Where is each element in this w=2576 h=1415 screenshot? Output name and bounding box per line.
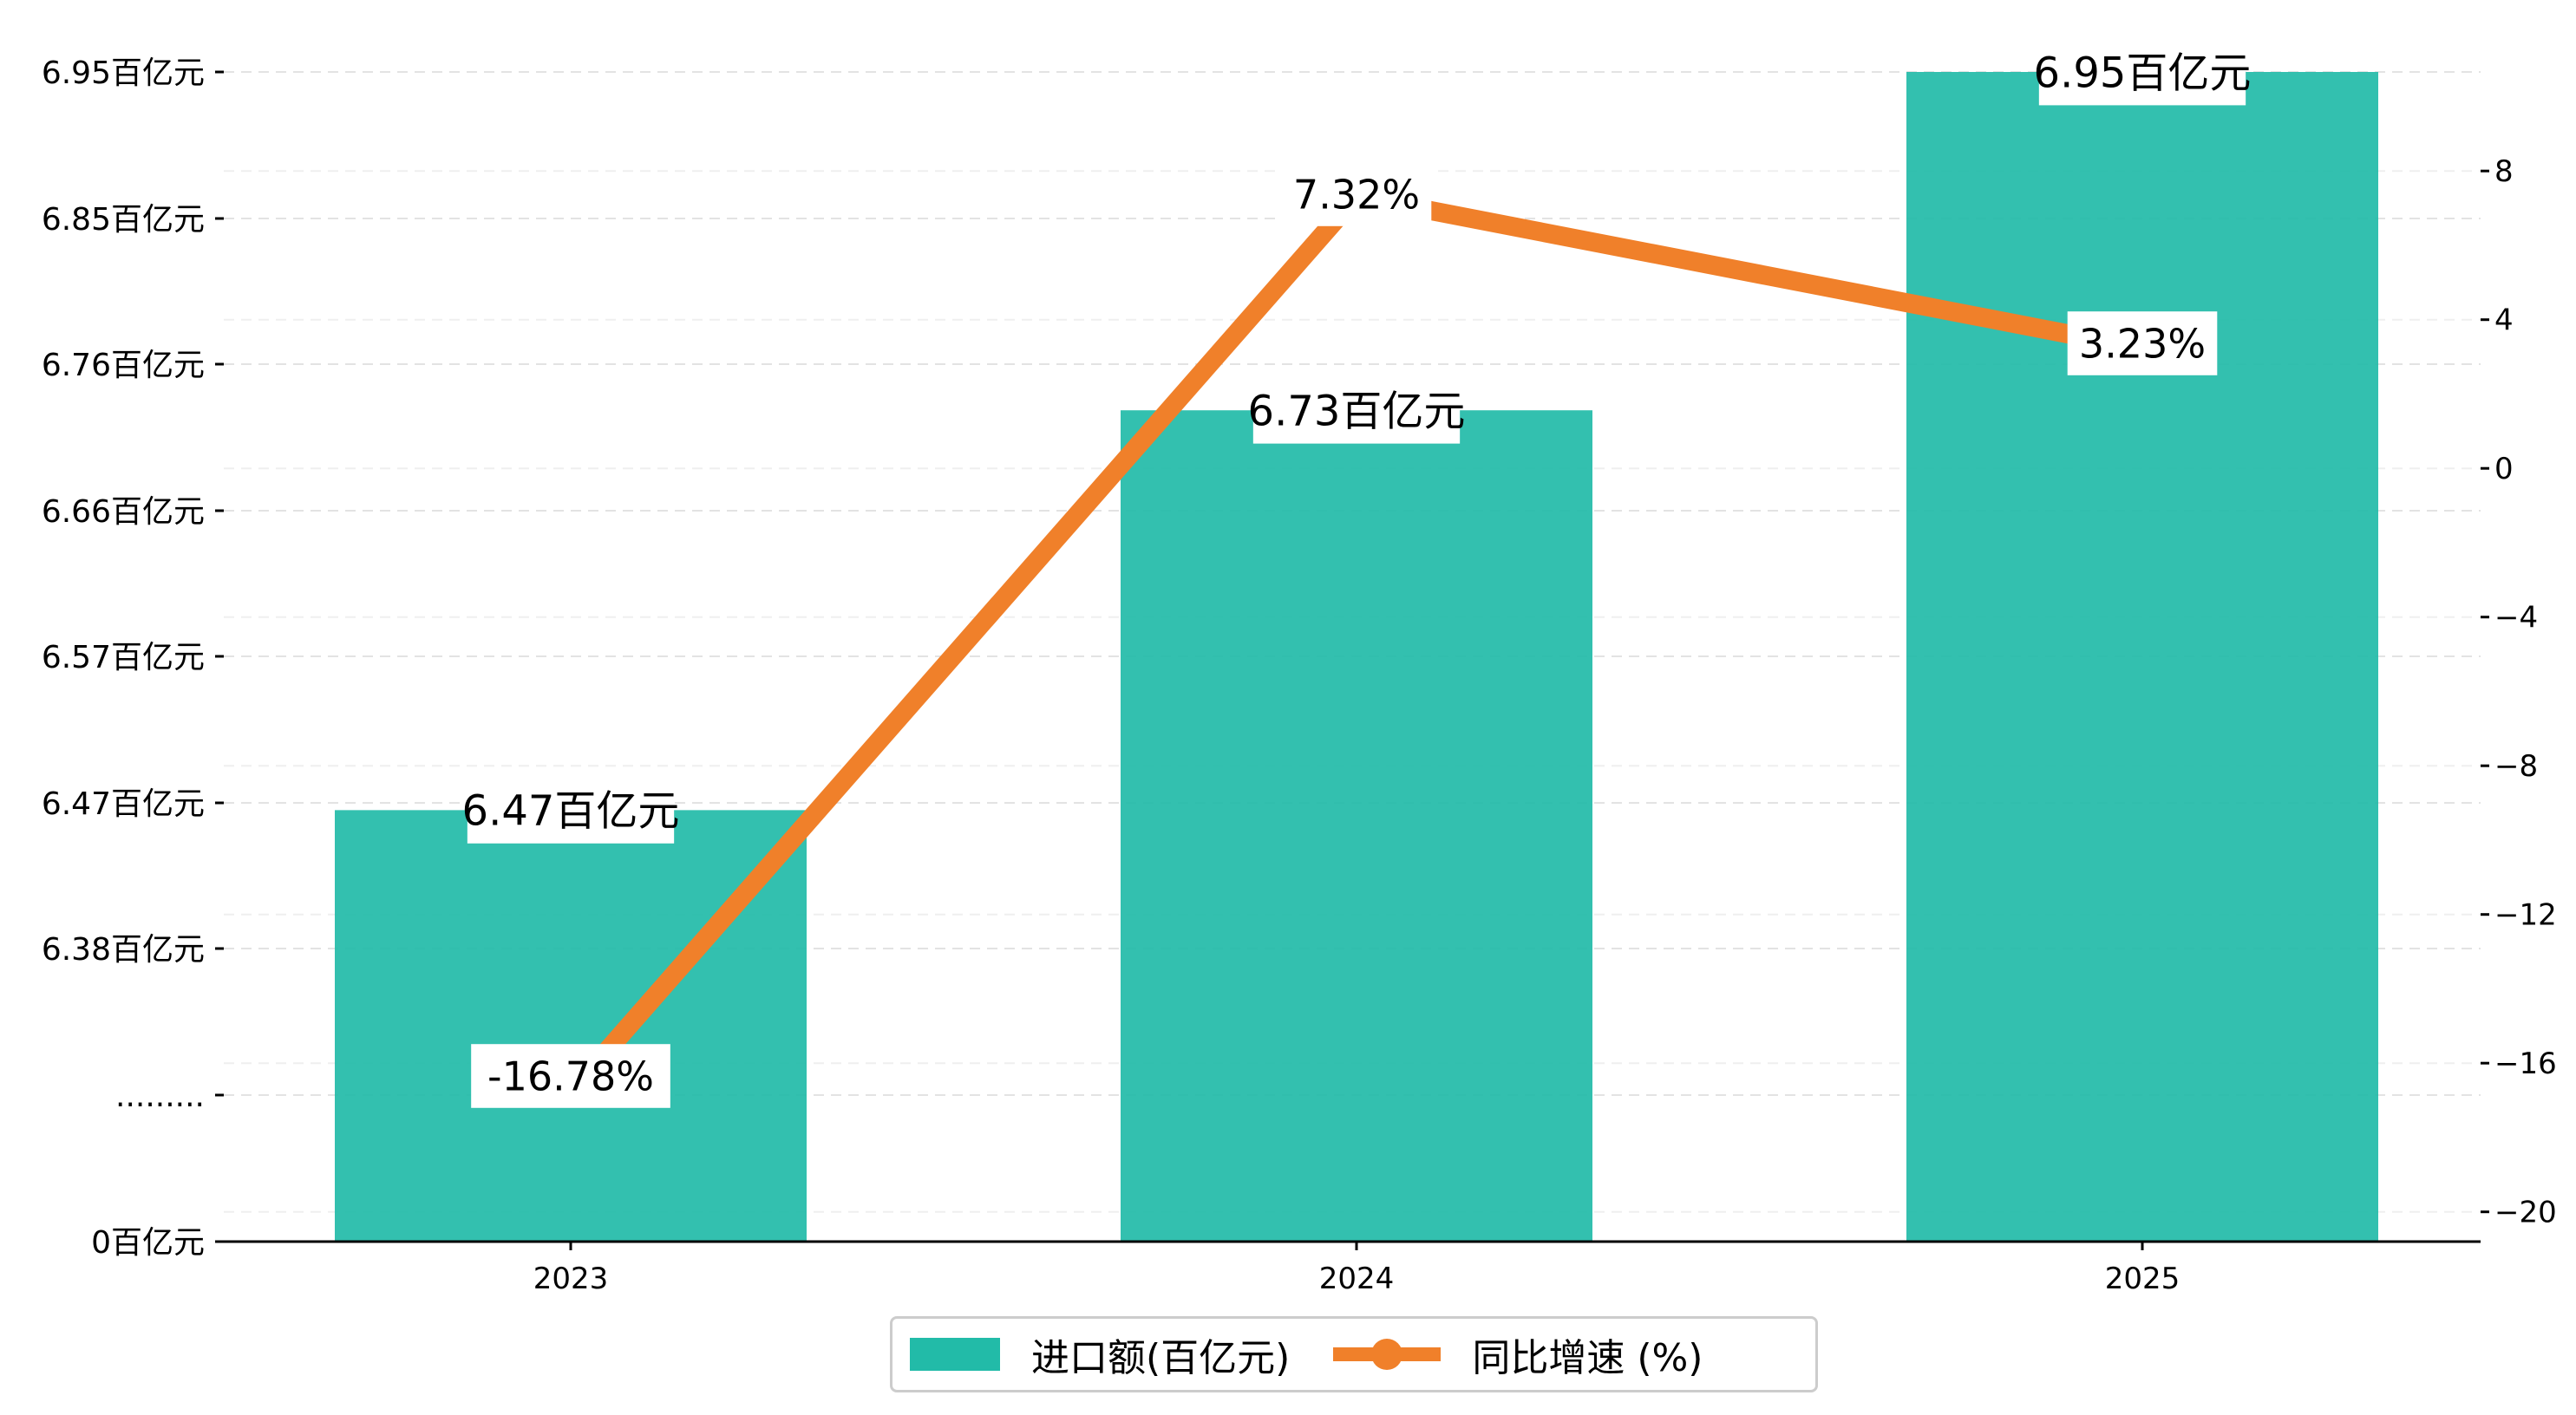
y-right-tick-label: −20 [2494, 1196, 2557, 1230]
bar-2023 [335, 810, 807, 1242]
y-right-tick-label: −16 [2494, 1047, 2557, 1081]
bar-label-2023-box [467, 776, 675, 844]
bar-label-2025: 6.95百亿元 [2034, 38, 2252, 106]
x-tick-label: 2023 [533, 1262, 609, 1296]
legend-label-bar: 进口额(百亿元) [1031, 1336, 1291, 1380]
y-left-tick-label: 6.85百亿元 [42, 202, 205, 238]
bar-2025 [1906, 72, 2378, 1242]
data-labels: 6.47百亿元 6.73百亿元 6.95百亿元 -16.78% 7.32% 3.23% [462, 38, 2252, 1108]
y-left-tick-label: 6.47百亿元 [42, 786, 205, 822]
bar-label-2023-text: 6.47百亿元 [462, 787, 680, 836]
y-right-tick-label: −12 [2494, 898, 2557, 933]
x-tick-label: 2025 [2105, 1262, 2180, 1296]
growth-label-2024: 7.32% [1281, 162, 1432, 226]
growth-label-2023: -16.78% [471, 1044, 670, 1108]
y-right-tick-label: −8 [2494, 749, 2538, 784]
legend-swatch-line [1333, 1337, 1442, 1372]
growth-label-2023-box [471, 1044, 670, 1108]
bar-label-2024-text: 6.73百亿元 [1248, 387, 1466, 435]
y-left-tick-label: 6.95百亿元 [42, 55, 205, 91]
legend-label-line: 同比增速 (%) [1472, 1336, 1703, 1380]
legend-item-bar: 进口额(百亿元) [910, 1327, 1290, 1382]
y-right-tick-label: 0 [2494, 452, 2514, 486]
y-left-tick-label: ......... [115, 1079, 205, 1114]
y-right-tick-label: 4 [2494, 303, 2514, 338]
x-tick-label: 2024 [1319, 1262, 1395, 1296]
y-left-tick-label: 6.76百亿元 [42, 348, 205, 383]
y-left-tick-label: 6.38百亿元 [42, 932, 205, 968]
growth-label-2023-text: -16.78% [487, 1053, 654, 1100]
axes: 0百亿元......... 6.38百亿元 6.47百亿元 6.57百亿元 6.66百亿… [42, 55, 2557, 1296]
bar-label-2025-text: 6.95百亿元 [2034, 49, 2252, 97]
growth-label-2024-text: 7.32% [1293, 172, 1420, 218]
growth-label-2025-text: 3.23% [2079, 321, 2206, 368]
legend-item-line: 同比增速 (%) [1333, 1327, 1703, 1382]
growth-label-2024-box [1281, 162, 1432, 226]
growth-label-2025-box [2067, 311, 2218, 375]
bar-2024 [1121, 410, 1592, 1242]
growth-label-2025: 3.23% [2067, 311, 2218, 375]
bar-series [335, 72, 2378, 1242]
y-right-tick-label: 8 [2494, 154, 2514, 189]
y-left-tick-label: 6.66百亿元 [42, 494, 205, 530]
bar-label-2024-box [1252, 376, 1461, 444]
y-left-tick-label: 0百亿元 [91, 1225, 205, 1261]
y-left-tick-label: 6.57百亿元 [42, 640, 205, 675]
bar-label-2023: 6.47百亿元 [462, 776, 680, 844]
bar-label-2025-box [2038, 38, 2246, 106]
legend-swatch-bar [910, 1338, 1000, 1371]
y-right-tick-label: −4 [2494, 601, 2538, 636]
bar-label-2024: 6.73百亿元 [1248, 376, 1466, 444]
legend: 进口额(百亿元) 同比增速 (%) [890, 1316, 1818, 1392]
